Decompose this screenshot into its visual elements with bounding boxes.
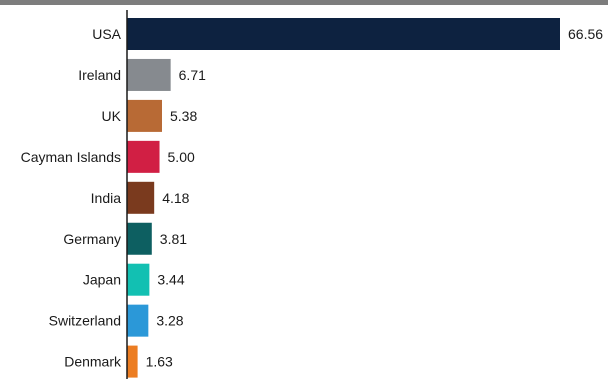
value-label-3: 5.00 — [168, 149, 195, 165]
value-label-0: 66.56 — [568, 26, 603, 42]
bar-5 — [127, 222, 152, 255]
category-label-8: Denmark — [64, 354, 122, 370]
top-rule — [0, 0, 608, 5]
value-label-7: 3.28 — [156, 313, 183, 329]
bar-8 — [127, 345, 138, 378]
bar-7 — [127, 304, 149, 337]
category-label-0: USA — [92, 26, 121, 42]
category-label-7: Switzerland — [49, 313, 121, 329]
bar-4 — [127, 181, 155, 214]
category-label-4: India — [91, 190, 122, 206]
bar-0 — [127, 18, 560, 50]
category-label-6: Japan — [83, 272, 121, 288]
value-label-1: 6.71 — [179, 67, 206, 83]
value-label-4: 4.18 — [162, 190, 189, 206]
bar-3 — [127, 140, 160, 173]
category-label-5: Germany — [63, 231, 121, 247]
bar-1 — [127, 58, 171, 91]
value-label-2: 5.38 — [170, 108, 197, 124]
value-label-6: 3.44 — [157, 272, 184, 288]
bar-2 — [127, 99, 162, 132]
value-label-5: 3.81 — [160, 231, 187, 247]
category-label-3: Cayman Islands — [21, 149, 121, 165]
bar-6 — [127, 263, 150, 296]
value-label-8: 1.63 — [146, 354, 173, 370]
category-label-2: UK — [102, 108, 122, 124]
category-label-1: Ireland — [78, 67, 121, 83]
